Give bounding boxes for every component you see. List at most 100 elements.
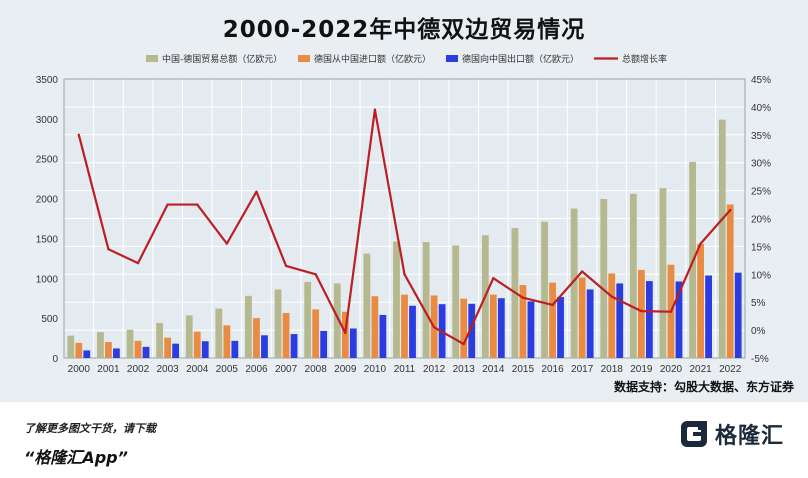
bar-2-2019 [645,281,653,358]
bar-1-2021 [697,244,704,358]
growth-point-2018 [610,295,613,298]
y-left-tick-label: 3000 [36,115,59,126]
x-tick-label: 2005 [216,364,239,375]
bar-0-2019 [629,193,637,358]
x-tick-label: 2006 [245,364,268,375]
bar-2-2001 [113,348,120,358]
y-right-tick-label: 40% [751,103,771,114]
x-tick-label: 2013 [453,364,476,375]
growth-point-2006 [255,190,258,193]
bar-1-2000 [75,342,83,358]
bar-0-2006 [245,295,252,358]
footer-banner: 了解更多图文干货，请下载 “格隆汇App” 格隆汇 [0,402,808,478]
growth-point-2017 [580,270,584,273]
bar-0-2008 [304,281,312,358]
x-tick-label: 2003 [157,364,180,375]
glh-logo-icon [680,421,707,447]
bar-1-2009 [341,311,349,358]
bar-2-2007 [290,334,298,358]
growth-point-2021 [699,242,702,245]
x-tick-label: 2012 [423,364,446,375]
bar-2-2004 [201,341,209,358]
growth-point-2019 [640,309,643,313]
growth-point-2010 [373,108,377,111]
bar-1-2019 [637,269,645,358]
growth-point-2014 [492,277,495,280]
legend-swatch-1 [298,55,310,62]
bar-2-2014 [497,298,505,358]
bar-2-2010 [379,314,387,358]
bar-0-2017 [570,208,578,358]
growth-point-2000 [77,133,81,136]
x-tick-label: 2008 [305,364,328,375]
bar-1-2010 [371,296,379,358]
app-name[interactable]: “格隆汇App” [24,448,128,467]
bar-1-2001 [105,342,112,358]
x-tick-label: 2018 [601,364,624,375]
growth-point-2001 [107,247,110,251]
bar-0-2013 [452,245,460,358]
growth-point-2005 [225,242,229,245]
bar-2-2003 [172,343,180,358]
bar-0-2005 [215,308,223,358]
growth-point-2008 [314,273,317,276]
y-left-tick-label: 3500 [36,75,59,86]
growth-point-2015 [521,296,525,299]
bar-2-2016 [557,297,564,358]
growth-point-2009 [344,331,347,335]
y-right-tick-label: 20% [751,215,771,226]
bar-1-2004 [193,331,201,358]
y-right-tick-label: 25% [751,187,771,198]
bar-2-2017 [586,289,594,358]
y-left-tick-label: 2000 [36,195,59,206]
x-tick-label: 2015 [512,364,535,375]
axes: 0 500 1000 1500 2000 2500 3000 3500 -5% 0% 5% 10% 15… [36,75,771,375]
x-tick-label: 2002 [127,364,150,375]
bar-2-2005 [231,340,239,358]
bar-1-2005 [223,325,231,358]
y-right-tick-label: 45% [751,75,771,86]
bar-0-2011 [393,241,400,358]
x-tick-label: 2009 [334,364,357,375]
bar-1-2008 [312,309,320,358]
bar-0-2022 [718,119,726,358]
bar-0-2012 [422,242,430,358]
bar-1-2015 [519,285,527,358]
legend-swatch-0 [146,55,158,62]
growth-point-2022 [728,208,732,212]
bar-2-2006 [261,335,268,358]
y-left-tick-label: 500 [41,314,58,325]
x-tick-label: 2004 [186,364,209,375]
y-left-tick-label: 0 [52,354,58,365]
x-tick-label: 2014 [482,364,505,375]
bar-2-2000 [83,350,91,358]
logo-text: 格隆汇 [714,424,784,449]
x-tick-label: 2010 [364,364,387,375]
bar-1-2013 [460,298,468,358]
growth-point-2002 [136,261,140,265]
bar-2-2021 [705,275,712,358]
x-tick-label: 2000 [68,364,91,375]
legend: 中国-德国贸易总额（亿欧元） 德国从中国进口额（亿欧元） 德国向中国出口额（亿欧元）… [146,53,667,65]
bar-1-2006 [253,318,260,358]
bar-1-2017 [578,277,586,358]
data-source: 数据支持：勾股大数据、东方证券 [613,380,794,394]
growth-point-2020 [669,310,673,313]
y-right-tick-label: -5% [751,354,769,365]
bar-1-2007 [282,312,290,358]
bar-0-2000 [67,335,75,358]
bar-1-2003 [164,337,172,358]
growth-point-2011 [403,273,406,276]
bar-2-2009 [349,328,357,358]
bar-1-2011 [401,294,408,358]
growth-point-2013 [462,342,465,346]
growth-point-2016 [551,303,554,307]
bar-2-2020 [675,281,683,358]
bar-2-2018 [616,283,624,358]
bar-2-2013 [468,303,476,358]
chart-title: 2000-2022年中德双边贸易情况 [222,17,586,43]
trade-chart: 0 500 1000 1500 2000 2500 3000 3500 -5% 0% 5% 10% 15… [36,53,771,375]
bar-0-2009 [333,283,341,358]
bar-1-2014 [489,294,497,358]
bar-0-2016 [541,221,548,358]
